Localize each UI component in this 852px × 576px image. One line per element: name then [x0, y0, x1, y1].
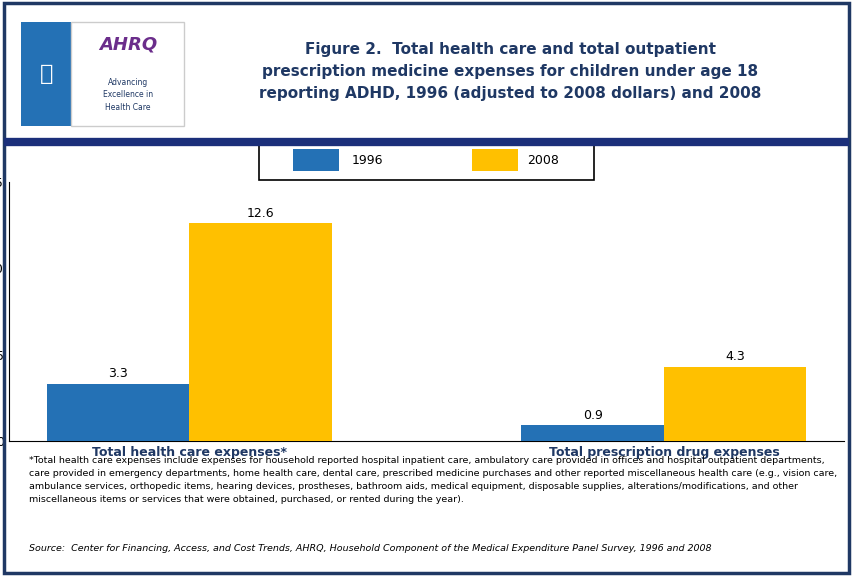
Bar — [292, 149, 338, 171]
Bar — [521, 425, 663, 441]
Text: Figure 2.  Total health care and total outpatient
prescription medicine expenses: Figure 2. Total health care and total ou… — [259, 41, 760, 101]
Text: Advancing
Excellence in
Health Care: Advancing Excellence in Health Care — [103, 78, 153, 112]
Text: *Total health care expenses include expenses for household reported hospital inp: *Total health care expenses include expe… — [29, 456, 837, 504]
Text: 3.3: 3.3 — [107, 367, 128, 380]
Bar — [472, 149, 518, 171]
Text: Source:  Center for Financing, Access, and Cost Trends, AHRQ, Household Componen: Source: Center for Financing, Access, an… — [29, 544, 711, 554]
Text: 🦅: 🦅 — [39, 64, 53, 84]
Text: AHRQ: AHRQ — [99, 35, 157, 53]
Bar — [21, 22, 72, 126]
Text: 12.6: 12.6 — [246, 207, 273, 220]
Bar — [47, 384, 189, 441]
Text: 2008: 2008 — [527, 154, 558, 166]
Text: 0.9: 0.9 — [582, 409, 602, 422]
Bar — [189, 223, 331, 441]
Bar — [259, 145, 593, 180]
Bar — [663, 366, 805, 441]
Bar — [72, 22, 184, 126]
Text: 4.3: 4.3 — [724, 350, 745, 363]
Text: 1996: 1996 — [351, 154, 383, 166]
